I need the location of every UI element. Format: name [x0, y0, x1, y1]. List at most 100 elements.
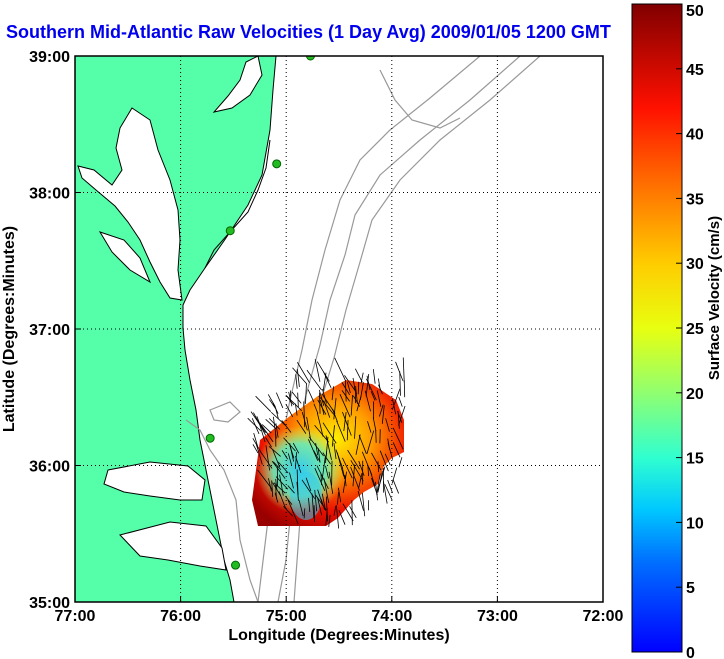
velocity-vector	[296, 481, 299, 501]
velocity-vector	[335, 505, 340, 529]
velocity-vector	[308, 497, 311, 513]
velocity-vector	[271, 480, 274, 497]
velocity-vector	[370, 391, 376, 401]
velocity-vector	[322, 452, 331, 465]
velocity-vector	[361, 451, 373, 476]
velocity-vector	[334, 357, 346, 381]
velocity-vector	[283, 506, 294, 517]
velocity-vector	[273, 482, 286, 494]
velocity-vector	[281, 420, 292, 433]
velocity-vector	[338, 510, 346, 525]
station-marker[interactable]	[205, 433, 215, 443]
velocity-vector	[352, 377, 356, 392]
velocity-vector	[367, 421, 372, 433]
velocity-vector	[313, 403, 319, 414]
velocity-vector	[316, 465, 329, 489]
velocity-vector	[347, 449, 360, 470]
y-tick-label: 36:00	[29, 459, 70, 476]
velocity-vector	[267, 394, 276, 408]
velocity-vector	[261, 453, 273, 469]
velocity-vector	[342, 471, 347, 493]
velocity-vector	[287, 499, 294, 513]
velocity-vector	[360, 372, 364, 384]
velocity-vector	[314, 489, 318, 512]
velocity-vector	[265, 437, 272, 448]
velocity-vector	[354, 416, 357, 439]
velocity-vector	[270, 411, 286, 426]
velocity-vector	[316, 412, 324, 437]
x-tick-label: 75:00	[266, 608, 307, 625]
velocity-vector	[367, 465, 370, 477]
velocity-vector	[255, 444, 263, 465]
velocity-vector	[385, 418, 390, 432]
velocity-vector	[331, 425, 335, 447]
velocity-vector	[265, 419, 277, 430]
velocity-vector	[250, 411, 266, 433]
velocity-vector	[372, 417, 377, 432]
y-tick-label: 38:00	[29, 186, 70, 203]
velocity-vector	[314, 359, 321, 382]
velocity-vector	[371, 477, 378, 496]
velocity-vector	[342, 457, 353, 479]
velocity-vector	[328, 471, 334, 494]
y-axis-label: Latitude (Degrees:Minutes)	[1, 226, 18, 432]
y-tick-label: 37:00	[29, 322, 70, 339]
velocity-vector	[344, 475, 347, 487]
x-tick-label: 77:00	[55, 608, 96, 625]
velocity-vector	[345, 380, 347, 402]
velocity-vector	[259, 422, 274, 443]
y-tick-label: 35:00	[29, 595, 70, 612]
velocity-vector	[333, 505, 337, 516]
velocity-vector	[318, 389, 325, 406]
velocity-vector	[328, 515, 331, 527]
station-marker[interactable]	[305, 52, 315, 61]
station-marker[interactable]	[272, 159, 282, 169]
velocity-vector	[287, 485, 295, 494]
velocity-vector	[333, 443, 337, 460]
velocity-vector	[398, 405, 406, 426]
velocity-vector	[320, 498, 325, 510]
velocity-vector	[395, 361, 404, 381]
velocity-vector	[355, 434, 361, 455]
velocity-vector	[344, 375, 356, 392]
station-marker[interactable]	[231, 560, 241, 570]
velocity-vector	[256, 416, 262, 427]
velocity-vector	[289, 472, 294, 489]
map-title: Southern Mid-Atlantic Raw Velocities (1 …	[6, 22, 611, 42]
velocity-vector	[387, 438, 391, 450]
velocity-vector	[355, 385, 358, 404]
velocity-vector	[378, 378, 381, 391]
velocity-vector	[342, 467, 346, 480]
velocity-vector	[269, 399, 276, 409]
velocity-vector	[346, 381, 351, 394]
velocity-vector	[392, 427, 404, 450]
velocity-vector	[271, 460, 286, 479]
velocity-vector	[323, 478, 330, 504]
velocity-vector	[346, 419, 349, 441]
velocity-vector	[285, 496, 293, 505]
velocity-vector	[331, 386, 335, 401]
velocity-vector	[305, 477, 312, 492]
velocity-vector	[276, 392, 284, 409]
velocity-vector	[342, 503, 354, 522]
velocity-vector	[317, 448, 321, 463]
velocity-vector	[392, 479, 399, 494]
station-marker[interactable]	[225, 226, 235, 236]
velocity-vector	[325, 465, 329, 479]
velocity-vector	[301, 479, 316, 499]
velocity-vector	[357, 490, 364, 511]
velocity-vector	[377, 466, 386, 492]
velocity-vector	[268, 478, 272, 492]
velocity-vector	[358, 473, 363, 489]
velocity-vector	[322, 389, 327, 404]
velocity-vector	[306, 369, 322, 391]
velocity-vector	[325, 436, 329, 458]
velocity-vector	[391, 467, 398, 484]
velocity-vector	[281, 450, 288, 460]
velocity-vector	[378, 404, 384, 417]
velocity-vector	[321, 393, 336, 414]
velocity-vector	[291, 391, 302, 404]
velocity-vector	[261, 424, 272, 434]
velocity-vector	[356, 395, 362, 412]
